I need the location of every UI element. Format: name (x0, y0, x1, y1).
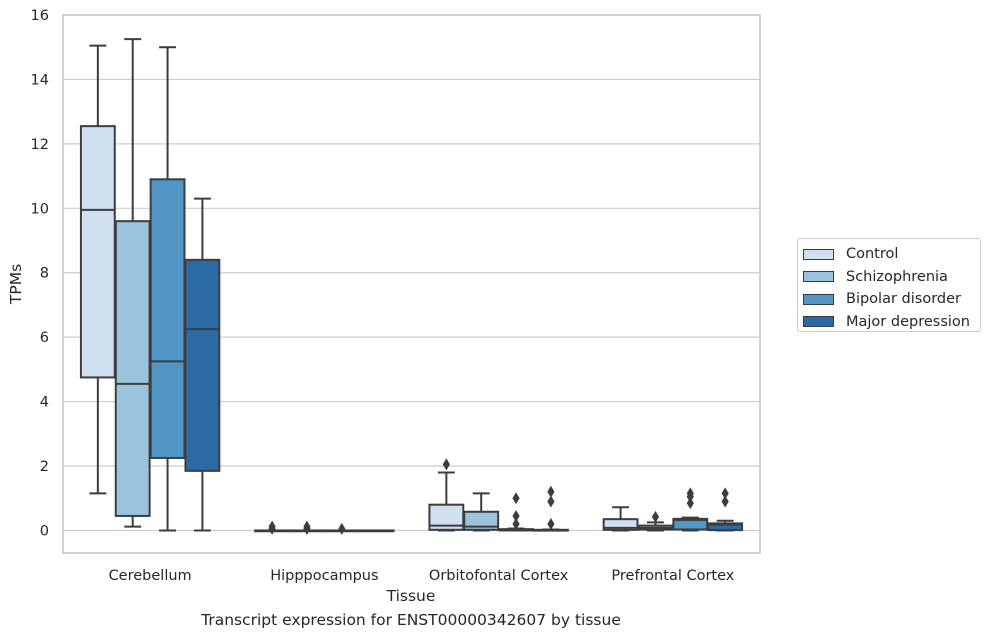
box-body (184, 258, 221, 472)
box-1-1 (289, 520, 325, 535)
y-tick-label: 4 (40, 395, 49, 411)
box-0-3 (184, 197, 221, 532)
outlier-point (686, 487, 694, 500)
outlier-point (512, 518, 520, 531)
legend-label: Major depression (846, 313, 970, 330)
box-body (149, 178, 186, 459)
outlier-point (651, 510, 660, 523)
outlier-point (512, 509, 520, 522)
legend-item: Bipolar disorder (803, 288, 980, 311)
box-3-0 (602, 506, 639, 532)
box-body (602, 518, 639, 531)
y-axis-label: TPMs (7, 264, 25, 305)
box-1-3 (358, 529, 395, 533)
outlier-point (512, 492, 520, 505)
y-tick-label: 8 (40, 266, 49, 282)
box-0-1 (114, 38, 151, 528)
box-2-3 (532, 485, 569, 532)
chart-caption: Transcript expression for ENST0000034260… (201, 611, 621, 629)
outlier-point (268, 520, 276, 533)
outlier-point (686, 497, 694, 510)
x-tick-label: Orbitofontal Cortex (429, 568, 569, 584)
outlier-point (547, 495, 555, 508)
legend: Control Schizophrenia Bipolar disorder Majo… (797, 238, 981, 332)
y-tick-label: 10 (31, 201, 49, 217)
legend-item: Major depression (803, 311, 980, 334)
outlier-point (547, 518, 555, 531)
y-tick-label: 0 (40, 523, 49, 539)
legend-item: Schizophrenia (803, 266, 980, 289)
outlier-point (547, 485, 555, 498)
x-tick-labels: Cerebellum Hipppocampus Orbitofontal Corte… (109, 568, 735, 584)
outlier-point (721, 487, 729, 500)
box-2-1 (463, 492, 500, 532)
legend-label: Bipolar disorder (846, 291, 961, 308)
legend-swatch (803, 271, 834, 283)
outlier-point (338, 522, 346, 535)
y-tick-label: 12 (31, 137, 49, 153)
x-tick-label: Hipppocampus (270, 568, 378, 584)
outlier-point (303, 520, 311, 533)
legend-label: Schizophrenia (846, 268, 948, 285)
box-series (79, 38, 744, 535)
y-tick-labels: 0 2 4 6 8 10 12 14 16 (31, 8, 49, 539)
x-tick-label: Prefrontal Cortex (611, 568, 734, 584)
outlier-point (442, 458, 450, 471)
box-body (463, 510, 500, 531)
legend-item: Control (803, 243, 980, 266)
legend-swatch (803, 293, 834, 305)
y-tick-label: 2 (40, 459, 49, 475)
x-tick-label: Cerebellum (109, 568, 192, 584)
legend-swatch (803, 316, 834, 328)
y-tick-label: 16 (31, 8, 49, 24)
y-tick-label: 6 (40, 330, 49, 346)
x-axis-label: Tissue (386, 587, 436, 605)
box-0-2 (149, 46, 186, 532)
box-2-0 (428, 458, 465, 532)
box-2-2 (498, 492, 534, 532)
legend-label: Control (846, 246, 899, 263)
box-0-0 (79, 44, 116, 495)
plot-area-frame (62, 14, 761, 554)
box-body (707, 522, 744, 532)
outlier-point (721, 495, 729, 508)
box-body (114, 220, 151, 517)
y-tick-label: 14 (31, 72, 49, 88)
box-3-2 (672, 487, 709, 532)
box-3-1 (637, 510, 674, 532)
box-3-3 (707, 487, 744, 532)
legend-swatch (803, 248, 834, 260)
box-body (79, 125, 116, 379)
